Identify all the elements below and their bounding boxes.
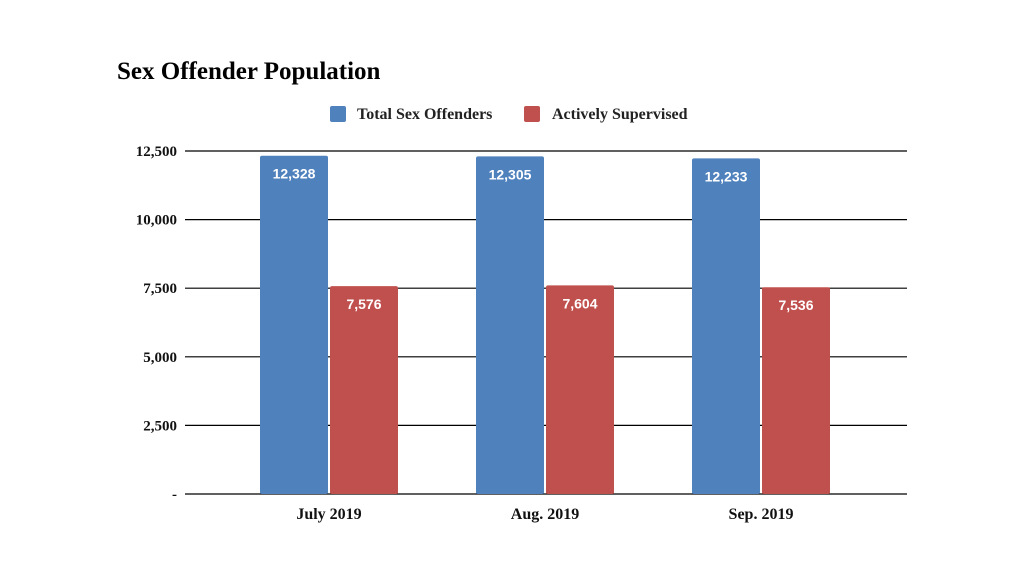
bar-actively-supervised-july-2019 [330, 286, 398, 494]
y-tick-label-12500: 12,500 [136, 144, 177, 160]
x-axis-tick-labels: July 2019 Aug. 2019 Sep. 2019 [296, 506, 793, 523]
bar-actively-supervised-sep-2019 [762, 287, 830, 494]
bar-total-sex-offenders-sep-2019 [692, 158, 760, 494]
bar-total-sex-offenders-july-2019 [260, 155, 328, 495]
y-axis-tick-labels: - 2,500 5,000 7,500 10,000 12,500 [136, 144, 177, 503]
data-label-actively-supervised-sep-2019: 7,536 [778, 297, 813, 313]
legend-swatch-total-sex-offenders [330, 106, 346, 122]
y-tick-label-2500: 2,500 [143, 418, 177, 434]
data-label-total-sex-offenders-july-2019: 12,328 [273, 166, 316, 182]
x-tick-label-july-2019: July 2019 [296, 506, 361, 523]
data-label-total-sex-offenders-sep-2019: 12,233 [705, 168, 748, 184]
y-tick-label-0: - [172, 487, 177, 503]
y-tick-label-5000: 5,000 [143, 350, 177, 366]
y-tick-label-7500: 7,500 [143, 281, 177, 297]
legend: Total Sex Offenders Actively Supervised [330, 106, 688, 123]
legend-label-total-sex-offenders: Total Sex Offenders [357, 106, 492, 123]
bars [260, 155, 830, 495]
data-label-actively-supervised-july-2019: 7,576 [346, 296, 381, 312]
x-tick-label-aug-2019: Aug. 2019 [511, 506, 579, 523]
bar-total-sex-offenders-aug-2019 [476, 156, 544, 494]
x-tick-label-sep-2019: Sep. 2019 [729, 506, 794, 523]
data-labels: 12,328 7,576 12,305 7,604 12,233 7,536 [273, 166, 814, 313]
legend-swatch-actively-supervised [524, 106, 540, 122]
bar-actively-supervised-aug-2019 [546, 285, 614, 494]
data-label-actively-supervised-aug-2019: 7,604 [562, 295, 597, 311]
chart-title: Sex Offender Population [117, 58, 381, 85]
y-tick-label-10000: 10,000 [136, 213, 177, 229]
legend-label-actively-supervised: Actively Supervised [552, 106, 688, 123]
data-label-total-sex-offenders-aug-2019: 12,305 [489, 166, 532, 182]
